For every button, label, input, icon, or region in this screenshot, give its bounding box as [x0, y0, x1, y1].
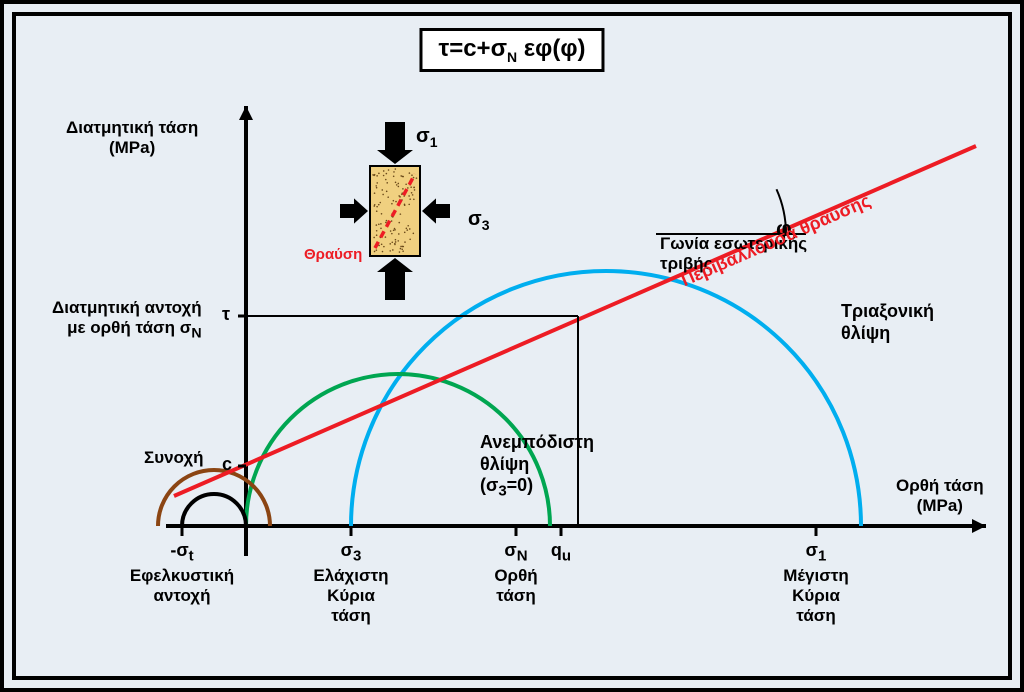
unconfined-label: Ανεμπόδιστηθλίψη(σ3=0) [480, 432, 594, 501]
tau-tick: τ [222, 304, 230, 326]
shear-strength-label: Διατμητική αντοχήμε ορθή τάση σN [52, 298, 202, 343]
fracture-label: Θραύση [304, 246, 362, 264]
x-tick-3: qu [506, 540, 616, 566]
cohesion-label: Συνοχή [144, 448, 204, 468]
inner-frame: τ=c+σN εφ(φ) Διατμητική τάση(MPa) Ορθή τ… [12, 12, 1012, 680]
c-tick: c [222, 454, 232, 476]
x-tick-0: -σtΕφελκυστικήαντοχή [127, 540, 237, 606]
sigma1-label: σ1 [416, 124, 437, 151]
x-axis-title: Ορθή τάση(MPa) [896, 476, 984, 517]
x-tick-4: σ1ΜέγιστηΚύριατάση [761, 540, 871, 627]
sigma3-label: σ3 [468, 207, 489, 234]
x-tick-1: σ3ΕλάχιστηΚύριατάση [296, 540, 406, 627]
triaxial-label: Τριαξονικήθλίψη [841, 301, 934, 344]
outer-frame: τ=c+σN εφ(φ) Διατμητική τάση(MPa) Ορθή τ… [0, 0, 1024, 692]
y-axis-title: Διατμητική τάση(MPa) [66, 118, 198, 159]
